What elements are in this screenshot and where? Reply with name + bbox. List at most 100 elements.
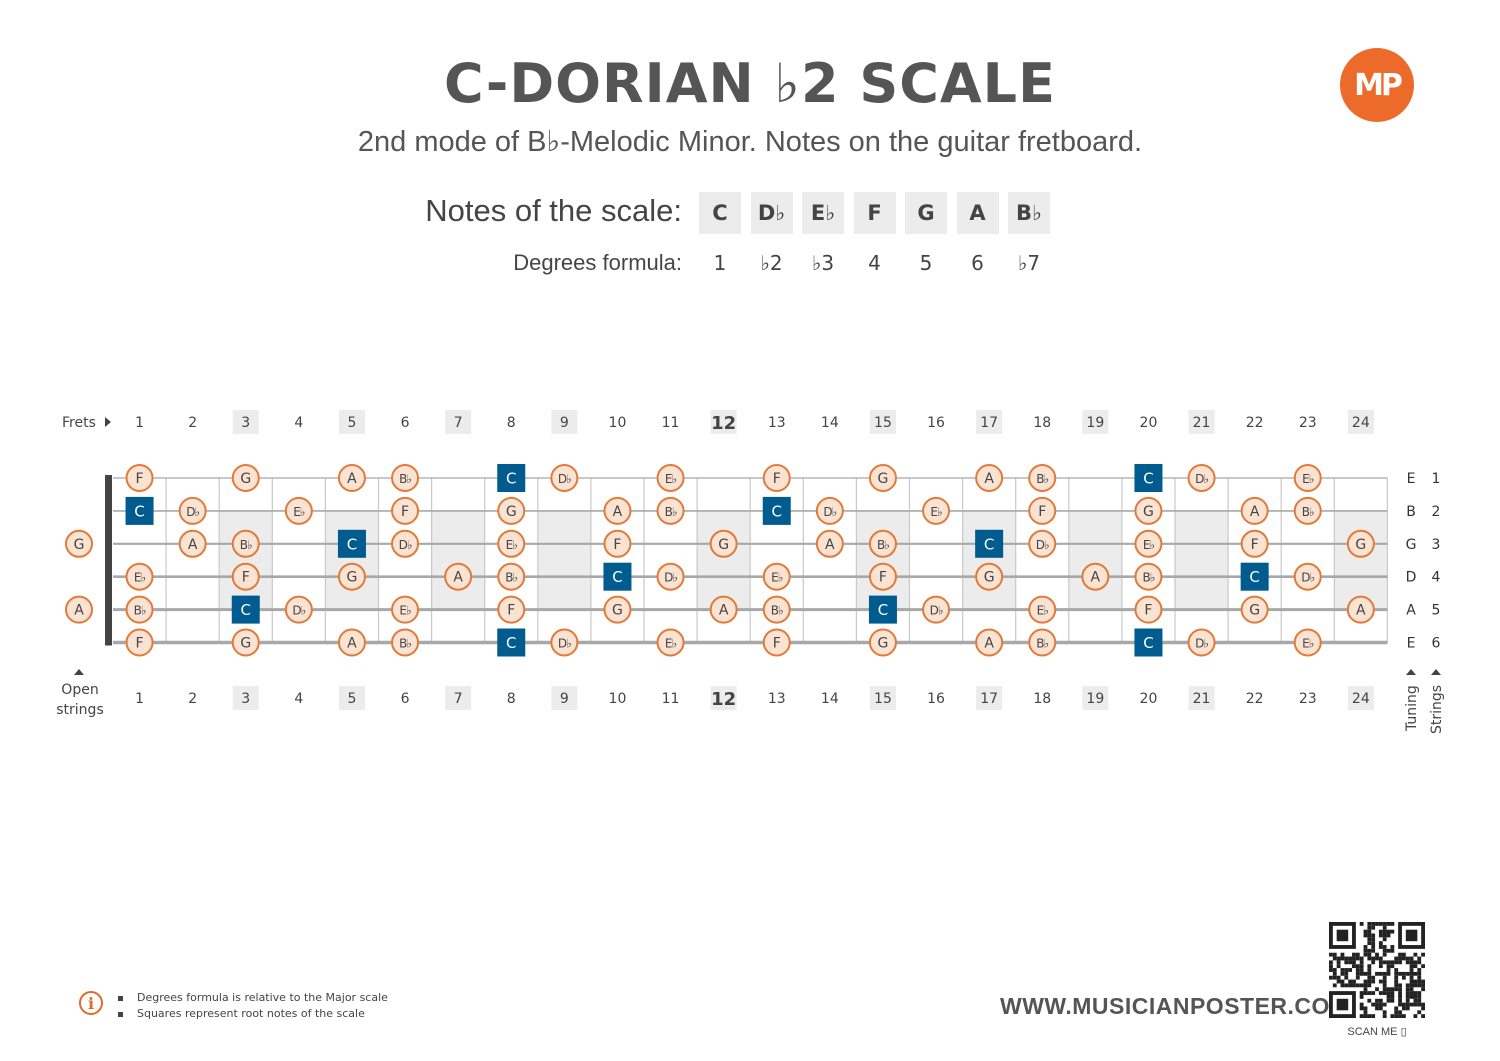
fret-number-top: 9: [560, 415, 569, 431]
note-label: G: [74, 537, 85, 553]
note-marker: [1187, 464, 1216, 492]
note-label: G: [612, 603, 623, 619]
scale-note: E♭: [802, 192, 844, 234]
root-note-label: C: [134, 502, 144, 520]
root-note-square: [868, 595, 897, 624]
string-tuning: E: [1407, 636, 1416, 652]
note-label: A: [453, 570, 463, 586]
note-marker: [922, 496, 951, 525]
fret-number-bottom: 17: [980, 691, 998, 707]
note-marker: [178, 496, 207, 525]
frets-label: Frets: [62, 415, 96, 431]
fret-number-top: 13: [768, 415, 786, 431]
root-note-label: C: [612, 568, 622, 586]
note-marker: [1346, 529, 1375, 558]
string-tuning: D: [1406, 570, 1417, 586]
fret-number-top: 12: [711, 413, 736, 434]
note-marker: [125, 562, 154, 591]
fret-marker-shade: [1334, 510, 1388, 610]
website-link[interactable]: WWW.MUSICIANPOSTER.COM: [1000, 993, 1350, 1019]
fret-number-top: 5: [347, 415, 356, 431]
note-marker: [1028, 464, 1057, 492]
note-label: E♭: [1302, 637, 1314, 651]
fret-number-bottom: 11: [662, 691, 680, 707]
note-marker: [815, 529, 844, 558]
fret-number-box: [1082, 410, 1109, 434]
note-label: G: [878, 636, 889, 652]
fret-number-box: [1347, 410, 1374, 434]
note-marker: [762, 628, 791, 657]
page-subtitle: 2nd mode of B♭-Melodic Minor. Notes on t…: [357, 126, 1143, 158]
note-marker: [1134, 529, 1163, 558]
fret-marker-shade: [1068, 510, 1122, 610]
fret-number-top: 2: [188, 415, 197, 431]
scale-note: C: [699, 192, 741, 234]
page-title: C-DORIAN ♭2 SCALE: [444, 52, 1056, 115]
info-item: Degrees formula is relative to the Major…: [118, 990, 388, 1006]
note-label: G: [1143, 504, 1154, 520]
note-label: E♭: [665, 472, 677, 486]
string-tuning: E: [1407, 471, 1416, 487]
note-label: F: [773, 471, 781, 487]
fret-number-box: [869, 410, 896, 434]
note-marker: [868, 628, 897, 657]
note-label: A: [74, 603, 84, 619]
note-marker: [762, 464, 791, 492]
info-icon: i: [79, 991, 103, 1015]
note-label: F: [773, 636, 781, 652]
fret-marker-shade: [962, 510, 1016, 610]
root-note-label: C: [878, 601, 888, 619]
note-marker: [1240, 595, 1269, 624]
musicianposter-logo[interactable]: MP: [1340, 48, 1414, 122]
string-tuning: A: [1406, 603, 1416, 619]
fret-number-box: [976, 686, 1003, 710]
root-note-square: [497, 628, 526, 657]
fret-number-bottom: 4: [294, 691, 303, 707]
note-label: A: [347, 636, 357, 652]
root-note-label: C: [1143, 634, 1153, 652]
note-marker: [125, 464, 154, 492]
open-strings-label: strings: [56, 702, 103, 718]
note-label: F: [879, 570, 887, 586]
root-note-label: C: [772, 502, 782, 520]
fret-number-bottom: 24: [1352, 691, 1370, 707]
root-note-square: [975, 529, 1004, 558]
note-label: D♭: [1301, 571, 1314, 585]
note-label: F: [136, 471, 144, 487]
scale-degree: ♭7: [1017, 251, 1041, 275]
note-label: A: [825, 537, 835, 553]
scale-degree: 5: [919, 251, 933, 275]
note-marker: [231, 529, 260, 558]
note-marker: [550, 628, 579, 657]
note-label: G: [1355, 537, 1366, 553]
qr-code[interactable]: [1329, 922, 1425, 1018]
fret-number-bottom: 5: [347, 691, 356, 707]
note-label: E♭: [506, 538, 518, 552]
fret-number-top: 17: [980, 415, 998, 431]
fret-number-box: [232, 686, 259, 710]
note-marker: [65, 529, 93, 558]
note-marker: [656, 628, 685, 657]
fret-number-bottom: 7: [454, 691, 463, 707]
note-label: E♭: [771, 571, 783, 585]
note-marker: [762, 562, 791, 591]
note-marker: [391, 496, 420, 525]
root-note-square: [231, 595, 260, 624]
scale-note: G: [905, 192, 947, 234]
note-label: D♭: [292, 604, 305, 618]
note-marker: [1134, 496, 1163, 525]
note-marker: [391, 628, 420, 657]
fret-number-bottom: 6: [401, 691, 410, 707]
fret-number-box: [976, 410, 1003, 434]
arrow-up-icon: [74, 669, 84, 675]
notes-label: Notes of the scale:: [425, 193, 682, 228]
note-label: E♭: [1143, 538, 1155, 552]
note-marker: [65, 595, 93, 624]
fret-number-top: 8: [507, 415, 516, 431]
fret-number-box: [232, 410, 259, 434]
fret-number-top: 14: [821, 415, 839, 431]
fret-number-bottom: 20: [1140, 691, 1158, 707]
note-label: A: [1356, 603, 1366, 619]
note-marker: [391, 529, 420, 558]
fret-number-bottom: 14: [821, 691, 839, 707]
